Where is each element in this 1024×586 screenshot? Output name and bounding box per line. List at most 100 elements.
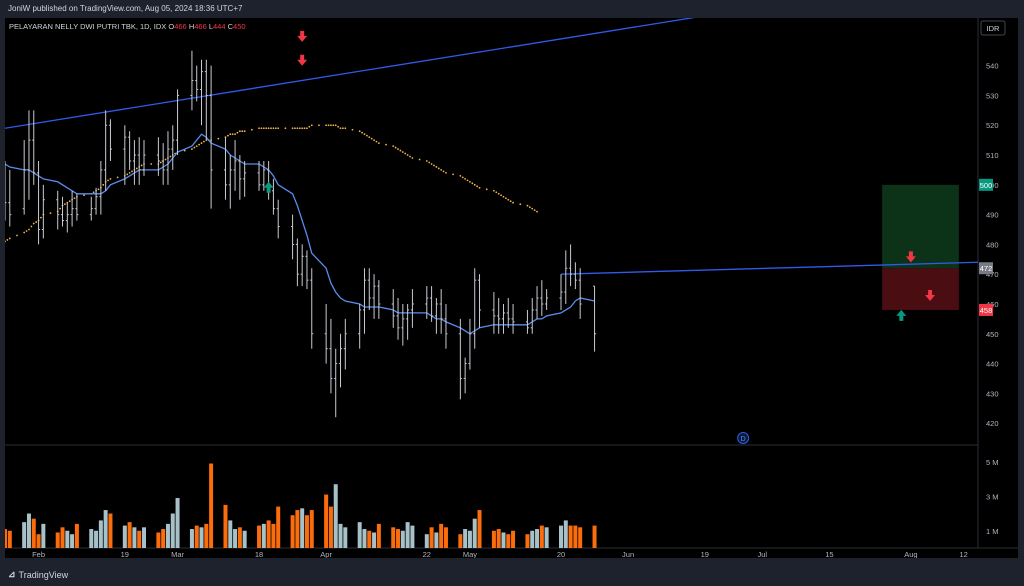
sma-point xyxy=(502,195,505,198)
volume-bar xyxy=(511,530,516,548)
tradingview-logo[interactable]: ⊿ TradingView xyxy=(8,569,68,580)
sma-point xyxy=(533,209,536,212)
ohlc-bar xyxy=(310,268,314,349)
sma-point xyxy=(332,124,335,127)
sma-point xyxy=(459,174,462,177)
ohlc-bar xyxy=(99,160,103,215)
sma-point xyxy=(409,155,411,158)
sma-point xyxy=(203,140,205,143)
sma-point xyxy=(437,167,440,170)
price-tick-label: 420 xyxy=(986,419,999,428)
sma-point xyxy=(234,133,236,136)
price-tag-label: 500 xyxy=(980,181,993,190)
lower-trendline xyxy=(560,261,979,275)
time-tick-label: Feb xyxy=(32,550,45,558)
volume-bar xyxy=(175,498,180,548)
volume-bar xyxy=(467,530,472,548)
sma-point xyxy=(394,146,397,149)
chart-panel[interactable]: D420430440450460470480490500510520530540… xyxy=(5,18,1018,558)
volume-bar xyxy=(424,534,429,548)
sma-point xyxy=(73,197,76,200)
price-tick-label: 540 xyxy=(986,62,999,71)
ohlc-bar xyxy=(362,268,366,334)
sma-point xyxy=(330,124,332,127)
volume-bar xyxy=(400,530,405,548)
sma-point xyxy=(159,161,162,164)
ohlc-bar xyxy=(434,298,438,334)
sma-point xyxy=(351,128,354,131)
sma-point xyxy=(452,173,455,176)
sma-point xyxy=(411,157,414,159)
sma-point xyxy=(440,169,443,171)
sma-point xyxy=(231,133,234,136)
sma-point xyxy=(339,127,342,130)
ohlc-bar xyxy=(233,140,237,191)
ohlc-bar xyxy=(32,110,36,185)
ohlc-bar xyxy=(223,137,227,200)
close-label: C xyxy=(228,22,234,31)
sma-point xyxy=(238,130,241,133)
sma-point xyxy=(461,176,464,179)
ohlc-bar xyxy=(540,280,544,316)
ohlc-bar xyxy=(425,286,429,319)
volume-bar xyxy=(304,515,309,548)
ohlc-bar xyxy=(195,65,199,102)
volume-bar xyxy=(367,530,372,548)
volume-bar xyxy=(324,494,329,548)
volume-bar xyxy=(276,506,281,548)
sma-point xyxy=(507,198,510,201)
sell-arrow-icon xyxy=(297,30,308,42)
sma-point xyxy=(399,149,402,152)
sma-interp xyxy=(6,124,536,241)
ohlc-bar xyxy=(430,286,434,322)
low-value: 444 xyxy=(213,22,228,31)
sma-point xyxy=(195,145,198,147)
buy-arrow-icon xyxy=(263,181,274,193)
price-tick-label: 440 xyxy=(986,360,999,369)
ohlc-bar xyxy=(37,160,41,245)
volume-bar xyxy=(501,532,506,548)
ohlc-bar xyxy=(329,318,333,394)
sma-point xyxy=(40,216,42,219)
price-tag-label: 472 xyxy=(980,264,993,273)
sma-point xyxy=(500,194,502,197)
ohlc-bar xyxy=(530,298,534,334)
time-tick-label: Mar xyxy=(171,550,184,558)
volume-bar xyxy=(338,523,343,548)
volume-bar xyxy=(41,523,46,548)
volume-bar xyxy=(122,525,127,548)
ohlc-chart[interactable]: D420430440450460470480490500510520530540… xyxy=(5,18,1018,558)
sma-point xyxy=(528,206,531,209)
time-tick-label: 12 xyxy=(959,550,967,558)
volume-bar xyxy=(89,529,94,548)
sma-point xyxy=(344,127,347,130)
ohlc-bar xyxy=(161,143,165,185)
sma-point xyxy=(64,203,66,206)
sma-point xyxy=(217,137,220,140)
ohlc-bar xyxy=(108,119,112,161)
volume-bar xyxy=(295,510,300,548)
price-tick-label: 480 xyxy=(986,240,999,249)
ohlc-bar xyxy=(243,160,247,197)
upper-trendline xyxy=(5,18,696,129)
sma-point xyxy=(337,125,340,128)
sma-point xyxy=(164,158,167,161)
ohlc-bar xyxy=(22,140,26,215)
volume-bar xyxy=(103,510,108,548)
volume-bar xyxy=(328,506,333,548)
volume-bar xyxy=(5,529,7,548)
volume-bar xyxy=(261,523,266,548)
ohlc-bar xyxy=(324,303,328,364)
ohlc-bar xyxy=(478,274,482,328)
ohlc-bar xyxy=(468,318,472,370)
volume-bar xyxy=(65,530,70,548)
ohlc-bar xyxy=(156,137,160,176)
volume-bar xyxy=(309,510,314,548)
ohlc-bar xyxy=(535,286,539,319)
sma-point xyxy=(418,158,421,161)
ohlc-bar xyxy=(128,131,132,170)
sma-point xyxy=(373,139,375,142)
ohlc-bar xyxy=(525,309,529,334)
sma-point xyxy=(183,149,186,152)
close-value: 450 xyxy=(233,22,246,31)
